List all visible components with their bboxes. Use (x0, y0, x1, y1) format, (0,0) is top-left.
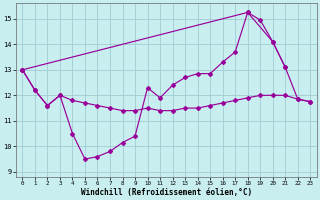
X-axis label: Windchill (Refroidissement éolien,°C): Windchill (Refroidissement éolien,°C) (81, 188, 252, 197)
